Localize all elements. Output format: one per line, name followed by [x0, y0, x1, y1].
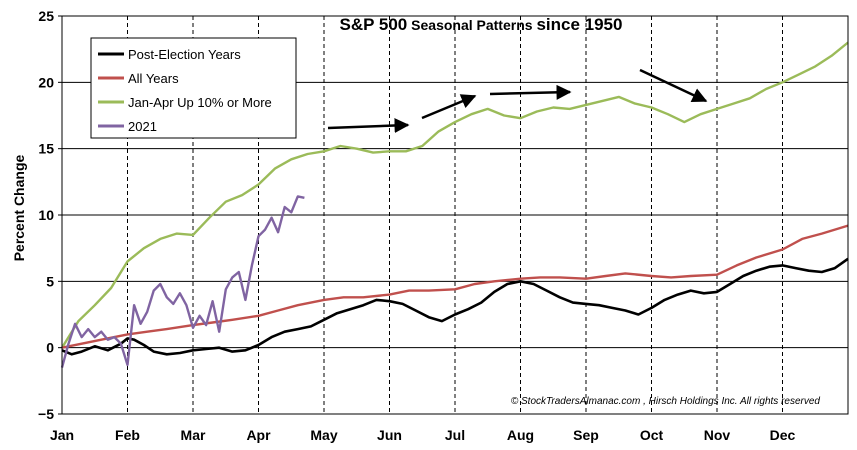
y-tick-label: 5 [46, 273, 54, 289]
x-tick-label: May [310, 427, 337, 443]
series-line-3 [60, 195, 305, 368]
y-tick-label: 15 [38, 141, 54, 157]
trend-arrows [327, 68, 708, 134]
x-tick-label: Dec [770, 427, 796, 443]
x-tick-label: Mar [181, 427, 206, 443]
x-tick-label: Apr [246, 427, 271, 443]
trend-arrow [421, 94, 477, 120]
x-tick-label: Jan [50, 427, 74, 443]
x-tick-label: Feb [115, 427, 140, 443]
series-line-2 [60, 41, 849, 349]
trend-arrow [639, 68, 708, 103]
x-tick-label: Aug [507, 427, 534, 443]
legend: Post-Election Years All Years Jan-Apr Up 1… [90, 37, 297, 139]
chart-title-part-2: Seasonal Patterns [407, 17, 536, 33]
legend-entry: 2021 [128, 119, 157, 134]
x-tick-label: Nov [704, 427, 731, 443]
x-tick-label: Oct [640, 427, 664, 443]
y-tick-label: −5 [38, 406, 54, 422]
y-tick-label: 10 [38, 207, 54, 223]
chart-title-part-3: since 1950 [536, 15, 622, 34]
axis-layer: −5 0 5 10 15 20 25 Jan Feb Mar Apr May Jun Jul Aug Sep O… [38, 8, 849, 443]
x-tick-label: Sep [573, 427, 599, 443]
series-layer [60, 41, 849, 368]
chart-title: S&P 500 Seasonal Patterns since 1950 [340, 15, 623, 34]
series-line-0 [61, 257, 849, 356]
legend-entry: Jan-Apr Up 10% or More [128, 95, 272, 110]
legend-box [90, 37, 297, 139]
y-tick-label: 0 [46, 340, 54, 356]
legend-entry: All Years [128, 71, 179, 86]
copyright-note: © StockTradersAlmanac.com , Hirsch Holdi… [511, 396, 821, 407]
y-axis-title: Percent Change [11, 154, 27, 261]
y-tick-label: 25 [38, 8, 54, 24]
x-tick-label: Jun [377, 427, 402, 443]
legend-entry: Post-Election Years [128, 47, 241, 62]
trend-arrow [489, 84, 572, 100]
x-tick-label: Jul [445, 427, 465, 443]
y-tick-label: 20 [38, 74, 54, 90]
trend-arrow [327, 118, 410, 134]
chart-title-part-1: S&P 500 [340, 15, 408, 34]
